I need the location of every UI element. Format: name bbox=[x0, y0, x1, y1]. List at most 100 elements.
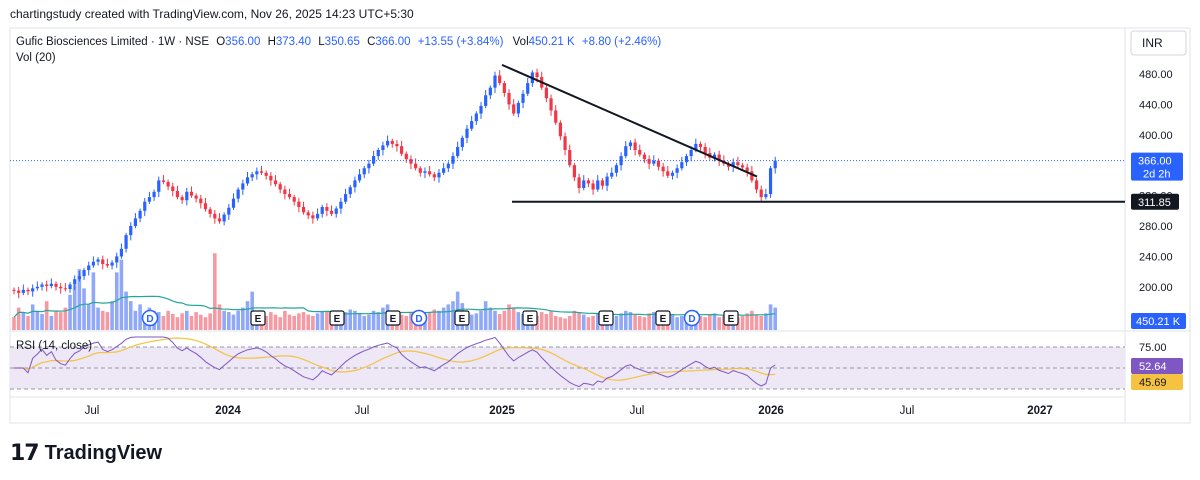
candle-body bbox=[456, 146, 460, 157]
candle-body bbox=[91, 261, 95, 266]
volume-bar bbox=[717, 317, 721, 330]
low-label: L bbox=[318, 36, 325, 48]
candle-body bbox=[73, 279, 77, 285]
candle-body bbox=[115, 256, 119, 263]
vol-value: 450.21 K bbox=[529, 36, 575, 48]
bar-countdown: 2d 2h bbox=[1143, 169, 1171, 181]
candle-body bbox=[129, 226, 133, 236]
tradingview-logo-icon: 17 bbox=[10, 440, 40, 466]
volume-bar bbox=[637, 315, 642, 330]
close-label: C bbox=[367, 36, 375, 48]
candle-body bbox=[250, 174, 254, 178]
candle-body bbox=[600, 180, 605, 186]
rsi-value: 52.64 bbox=[1139, 361, 1167, 373]
candle-body bbox=[502, 83, 506, 93]
volume-bar bbox=[483, 301, 488, 330]
volume-bar bbox=[184, 310, 189, 330]
candle-body bbox=[647, 159, 651, 164]
volume-bar bbox=[591, 315, 595, 330]
volume-bar bbox=[633, 314, 637, 330]
time-axis: Jul 2024 Jul 2025 Jul 2026 Jul 2027 bbox=[85, 405, 1053, 417]
volume-bar bbox=[77, 269, 82, 330]
candle-body bbox=[423, 171, 427, 173]
candle-body bbox=[297, 201, 301, 207]
candle-body bbox=[87, 265, 91, 271]
candle-body bbox=[329, 210, 334, 214]
vol-change: +8.80 (+2.46%) bbox=[582, 36, 661, 48]
earnings-marker[interactable] bbox=[329, 310, 345, 326]
open-value: 356.00 bbox=[225, 36, 260, 48]
candle-body bbox=[213, 213, 217, 219]
candle-body bbox=[171, 186, 175, 192]
volume-bar bbox=[306, 314, 311, 330]
volume-bar bbox=[619, 313, 623, 330]
earnings-marker[interactable] bbox=[723, 310, 739, 326]
earnings-marker[interactable] bbox=[454, 310, 470, 326]
candle-body bbox=[437, 172, 441, 178]
candle-body bbox=[306, 212, 310, 216]
earnings-marker-label: E bbox=[660, 314, 667, 325]
candle-body bbox=[180, 197, 184, 201]
symbol-legend[interactable]: Gufic Biosciences Limited · 1W · NSE O35… bbox=[16, 36, 661, 48]
volume-bar bbox=[427, 312, 432, 330]
candle-body bbox=[493, 75, 497, 88]
volume-bar bbox=[628, 312, 633, 330]
candle-body bbox=[343, 194, 348, 202]
dividend-marker-label: D bbox=[415, 314, 422, 325]
candle-body bbox=[17, 290, 21, 293]
price-tick: 440.00 bbox=[1139, 99, 1173, 111]
candle-body bbox=[133, 218, 138, 226]
candle-body bbox=[278, 184, 282, 190]
candle-body bbox=[21, 289, 25, 293]
time-tick: 2025 bbox=[489, 405, 515, 417]
candle-body bbox=[703, 146, 707, 154]
tradingview-brand[interactable]: 17 TradingView bbox=[10, 440, 162, 466]
candle-body bbox=[138, 210, 142, 219]
volume-bar bbox=[12, 317, 16, 330]
candle-body bbox=[572, 165, 576, 178]
descending-trendline[interactable] bbox=[501, 63, 758, 178]
candle-body bbox=[605, 176, 609, 186]
volume-bar bbox=[86, 304, 91, 330]
volume-bar bbox=[750, 310, 754, 330]
volume-bar bbox=[712, 313, 717, 330]
earnings-marker[interactable] bbox=[598, 310, 614, 326]
candle-body bbox=[404, 153, 408, 160]
rsi-ma-line bbox=[14, 337, 776, 381]
candle-body bbox=[367, 163, 371, 169]
price-tick: 200.00 bbox=[1139, 282, 1173, 294]
earnings-marker[interactable] bbox=[385, 310, 401, 326]
candle-body bbox=[409, 159, 413, 164]
earnings-marker-label: E bbox=[334, 314, 341, 325]
candle-body bbox=[479, 105, 483, 114]
volume-bar bbox=[236, 310, 240, 330]
earnings-marker[interactable] bbox=[250, 310, 266, 326]
candle-body bbox=[12, 289, 16, 291]
candle-body bbox=[554, 110, 558, 123]
rsi-indicator-label[interactable]: RSI (14, close) bbox=[16, 340, 92, 352]
earnings-marker[interactable] bbox=[655, 310, 671, 326]
volume-indicator-label[interactable]: Vol (20) bbox=[16, 52, 56, 64]
chart-border bbox=[9, 27, 1191, 424]
volume-bar bbox=[544, 314, 549, 330]
volume-bar bbox=[189, 315, 194, 330]
dividend-marker[interactable] bbox=[683, 309, 701, 327]
volume-bar bbox=[553, 315, 558, 330]
earnings-marker[interactable] bbox=[522, 310, 538, 326]
candle-body bbox=[661, 166, 665, 172]
volume-bar bbox=[348, 309, 353, 330]
volume-bar bbox=[63, 307, 68, 330]
dividend-marker[interactable] bbox=[141, 309, 159, 327]
volume-bar bbox=[488, 307, 493, 330]
volume-bar bbox=[581, 314, 586, 330]
currency-box[interactable] bbox=[1130, 30, 1187, 56]
candle-body bbox=[563, 136, 567, 150]
volume-bar bbox=[437, 310, 441, 330]
dividend-marker[interactable] bbox=[410, 309, 428, 327]
volume-bar bbox=[222, 310, 226, 330]
price-tick: 400.00 bbox=[1139, 130, 1173, 142]
volume-bar bbox=[128, 301, 133, 330]
candle-body bbox=[175, 191, 180, 198]
